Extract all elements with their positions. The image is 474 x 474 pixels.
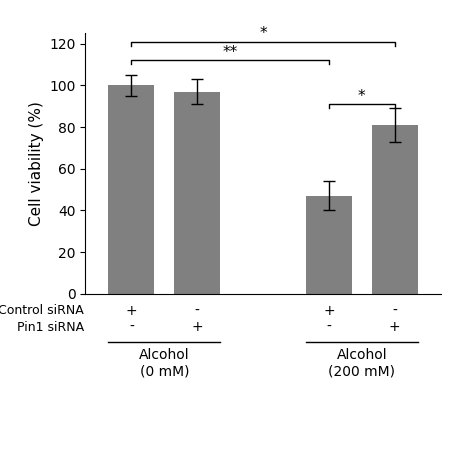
Text: **: ** bbox=[222, 45, 238, 60]
Text: *: * bbox=[358, 89, 365, 104]
Bar bbox=[174, 91, 220, 294]
Text: Alcohol
(0 mM): Alcohol (0 mM) bbox=[139, 348, 190, 378]
Text: -: - bbox=[392, 303, 397, 318]
Bar bbox=[109, 85, 155, 294]
Text: +: + bbox=[323, 303, 335, 318]
Text: Control siRNA: Control siRNA bbox=[0, 304, 84, 317]
Bar bbox=[372, 125, 418, 294]
Text: -: - bbox=[129, 320, 134, 334]
Y-axis label: Cell viability (%): Cell viability (%) bbox=[28, 101, 44, 226]
Text: Pin1 siRNA: Pin1 siRNA bbox=[17, 321, 84, 334]
Text: +: + bbox=[126, 303, 137, 318]
Text: -: - bbox=[195, 303, 200, 318]
Text: +: + bbox=[389, 320, 401, 334]
Bar bbox=[306, 196, 352, 294]
Text: -: - bbox=[327, 320, 331, 334]
Text: Alcohol
(200 mM): Alcohol (200 mM) bbox=[328, 348, 395, 378]
Text: *: * bbox=[259, 26, 267, 41]
Text: +: + bbox=[191, 320, 203, 334]
